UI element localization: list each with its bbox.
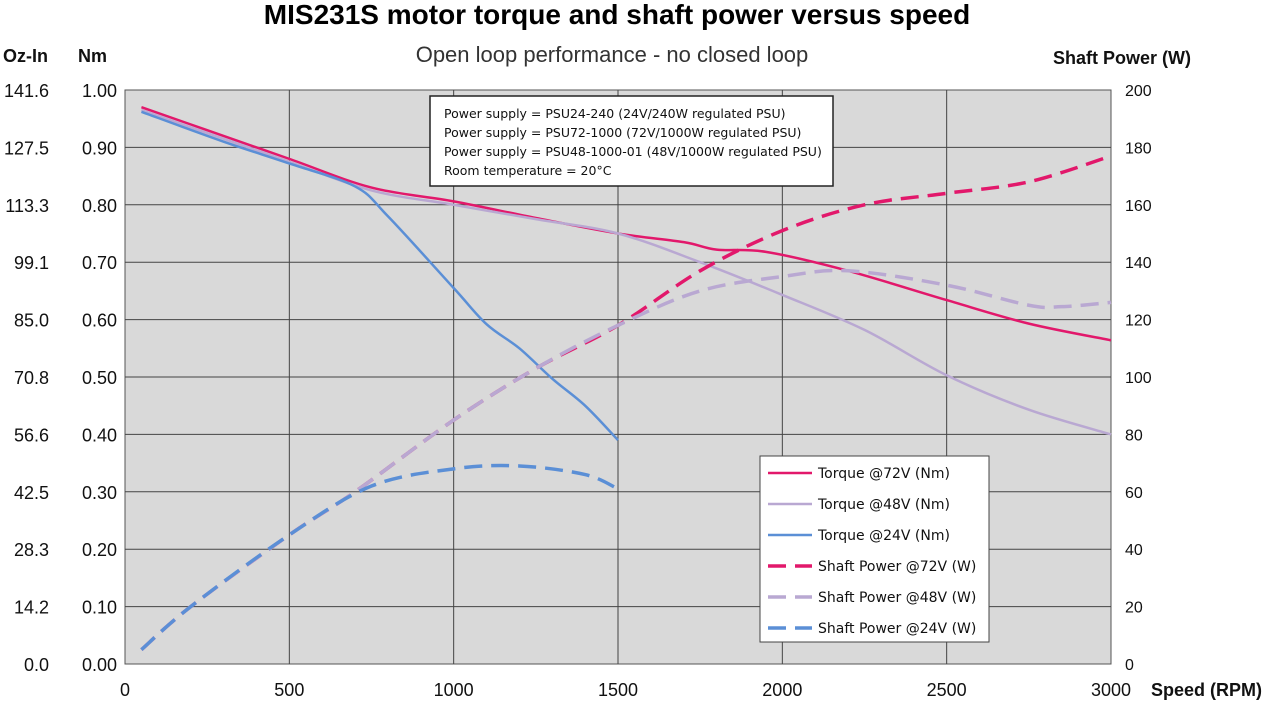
y-tick-label-right: 40: [1125, 542, 1143, 559]
series-line-2: [141, 110, 619, 442]
y-tick-label-nm: 0.70: [82, 253, 117, 273]
chart-title: MIS231S motor torque and shaft power ver…: [264, 0, 970, 30]
x-tick-label: 3000: [1091, 680, 1131, 700]
y-tick-label-ozin: 14.2: [14, 598, 49, 618]
y-axis-label-right: Shaft Power (W): [1053, 48, 1191, 68]
y-tick-label-ozin: 141.6: [4, 81, 49, 101]
y-tick-label-nm: 0.30: [82, 483, 117, 503]
series-line-5: [140, 463, 619, 651]
x-tick-label: 1000: [434, 680, 474, 700]
y-tick-label-right: 80: [1125, 427, 1143, 444]
annotation-line: Power supply = PSU24-240 (24V/240W regul…: [444, 106, 786, 121]
annotation-line: Room temperature = 20°C: [444, 163, 612, 178]
y-tick-label-ozin: 85.0: [14, 311, 49, 331]
y-tick-label-right: 100: [1125, 370, 1152, 387]
series-line-0: [141, 106, 1112, 342]
series-line-1: [141, 108, 1112, 436]
y-tick-label-ozin: 99.1: [14, 253, 49, 273]
y-tick-label-nm: 0.90: [82, 138, 117, 158]
legend: Torque @72V (Nm) Torque @48V (Nm) Torque @…: [759, 455, 990, 643]
x-tick-label: 2000: [762, 680, 802, 700]
y-tick-label-right: 120: [1125, 313, 1152, 330]
y-tick-label-right: 180: [1125, 140, 1152, 157]
y-tick-label-right: 20: [1125, 600, 1143, 617]
y-tick-label-ozin: 70.8: [14, 368, 49, 388]
annotation-box: Power supply = PSU24-240 (24V/240W regul…: [429, 95, 834, 187]
x-tick-label: 1500: [598, 680, 638, 700]
y-axis-label-ozin: Oz-In: [3, 46, 48, 66]
y-tick-label-ozin: 28.3: [14, 540, 49, 560]
legend-entry: Torque @48V (Nm): [817, 497, 950, 513]
legend-entry: Torque @72V (Nm): [817, 466, 950, 482]
y-tick-label-nm: 1.00: [82, 81, 117, 101]
y-tick-label-right: 140: [1125, 255, 1152, 272]
annotation-line: Power supply = PSU72-1000 (72V/1000W reg…: [444, 125, 801, 140]
y-tick-label-nm: 0.50: [82, 368, 117, 388]
legend-entry: Shaft Power @48V (W): [818, 590, 976, 606]
x-tick-label: 2500: [927, 680, 967, 700]
y-tick-label-ozin: 113.3: [5, 196, 49, 216]
y-tick-label-right: 60: [1125, 485, 1143, 502]
y-tick-label-ozin: 56.6: [14, 425, 49, 445]
annotation-line: Power supply = PSU48-1000-01 (48V/1000W …: [444, 144, 822, 159]
legend-entry: Torque @24V (Nm): [817, 528, 950, 544]
legend-entry: Shaft Power @24V (W): [818, 621, 976, 637]
y-tick-label-nm: 0.60: [82, 311, 117, 331]
x-tick-label: 0: [120, 680, 130, 700]
y-tick-label-nm: 0.00: [82, 655, 117, 675]
y-axis-label-nm: Nm: [78, 46, 107, 66]
y-tick-label-ozin: 0.0: [24, 655, 49, 675]
y-tick-label-ozin: 42.5: [14, 483, 49, 503]
y-tick-label-right: 160: [1125, 198, 1152, 215]
x-tick-label: 500: [274, 680, 304, 700]
y-tick-label-nm: 0.10: [82, 598, 117, 618]
y-tick-label-nm: 0.20: [82, 540, 117, 560]
legend-entry: Shaft Power @72V (W): [818, 559, 976, 575]
y-tick-label-right: 200: [1125, 83, 1152, 100]
y-tick-label-ozin: 127.5: [4, 138, 49, 158]
x-axis-label: Speed (RPM): [1151, 680, 1262, 700]
y-tick-label-nm: 0.80: [82, 196, 117, 216]
chart-subtitle: Open loop performance - no closed loop: [416, 42, 809, 67]
y-tick-label-right: 0: [1125, 657, 1134, 674]
y-tick-label-nm: 0.40: [82, 425, 117, 445]
